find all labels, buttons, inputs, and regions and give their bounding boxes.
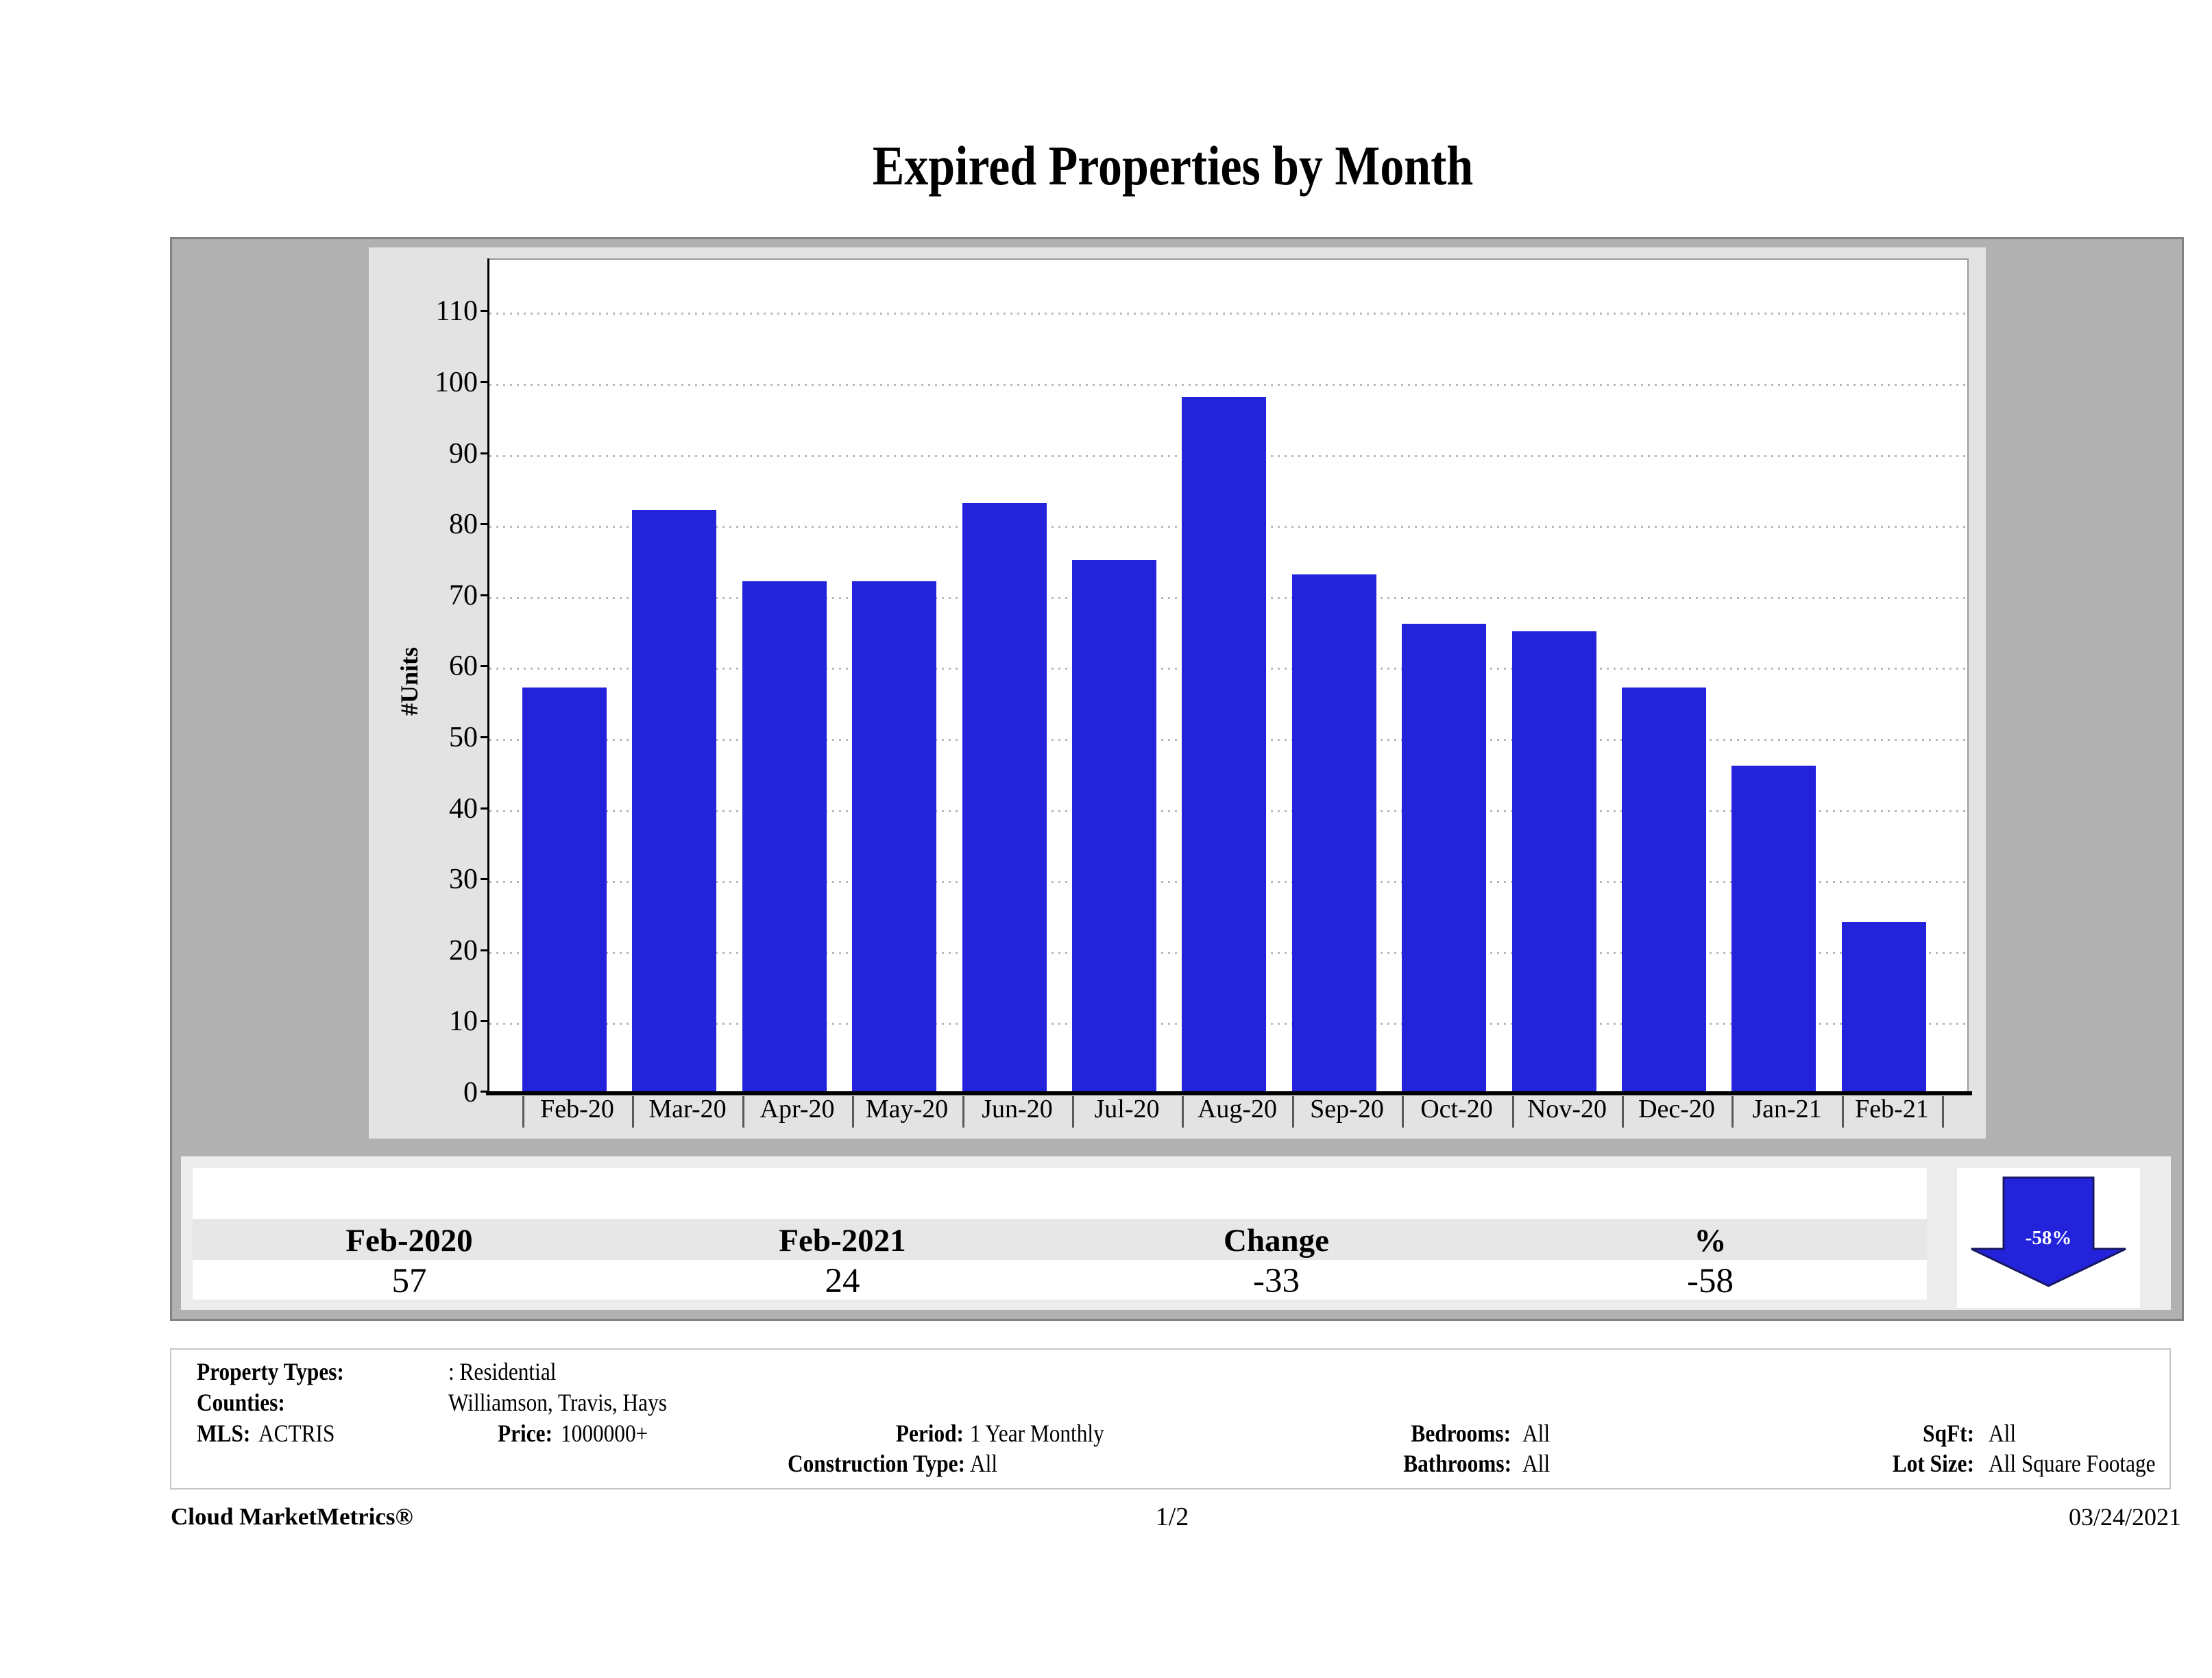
svg-text:-58%: -58%	[2026, 1227, 2072, 1249]
